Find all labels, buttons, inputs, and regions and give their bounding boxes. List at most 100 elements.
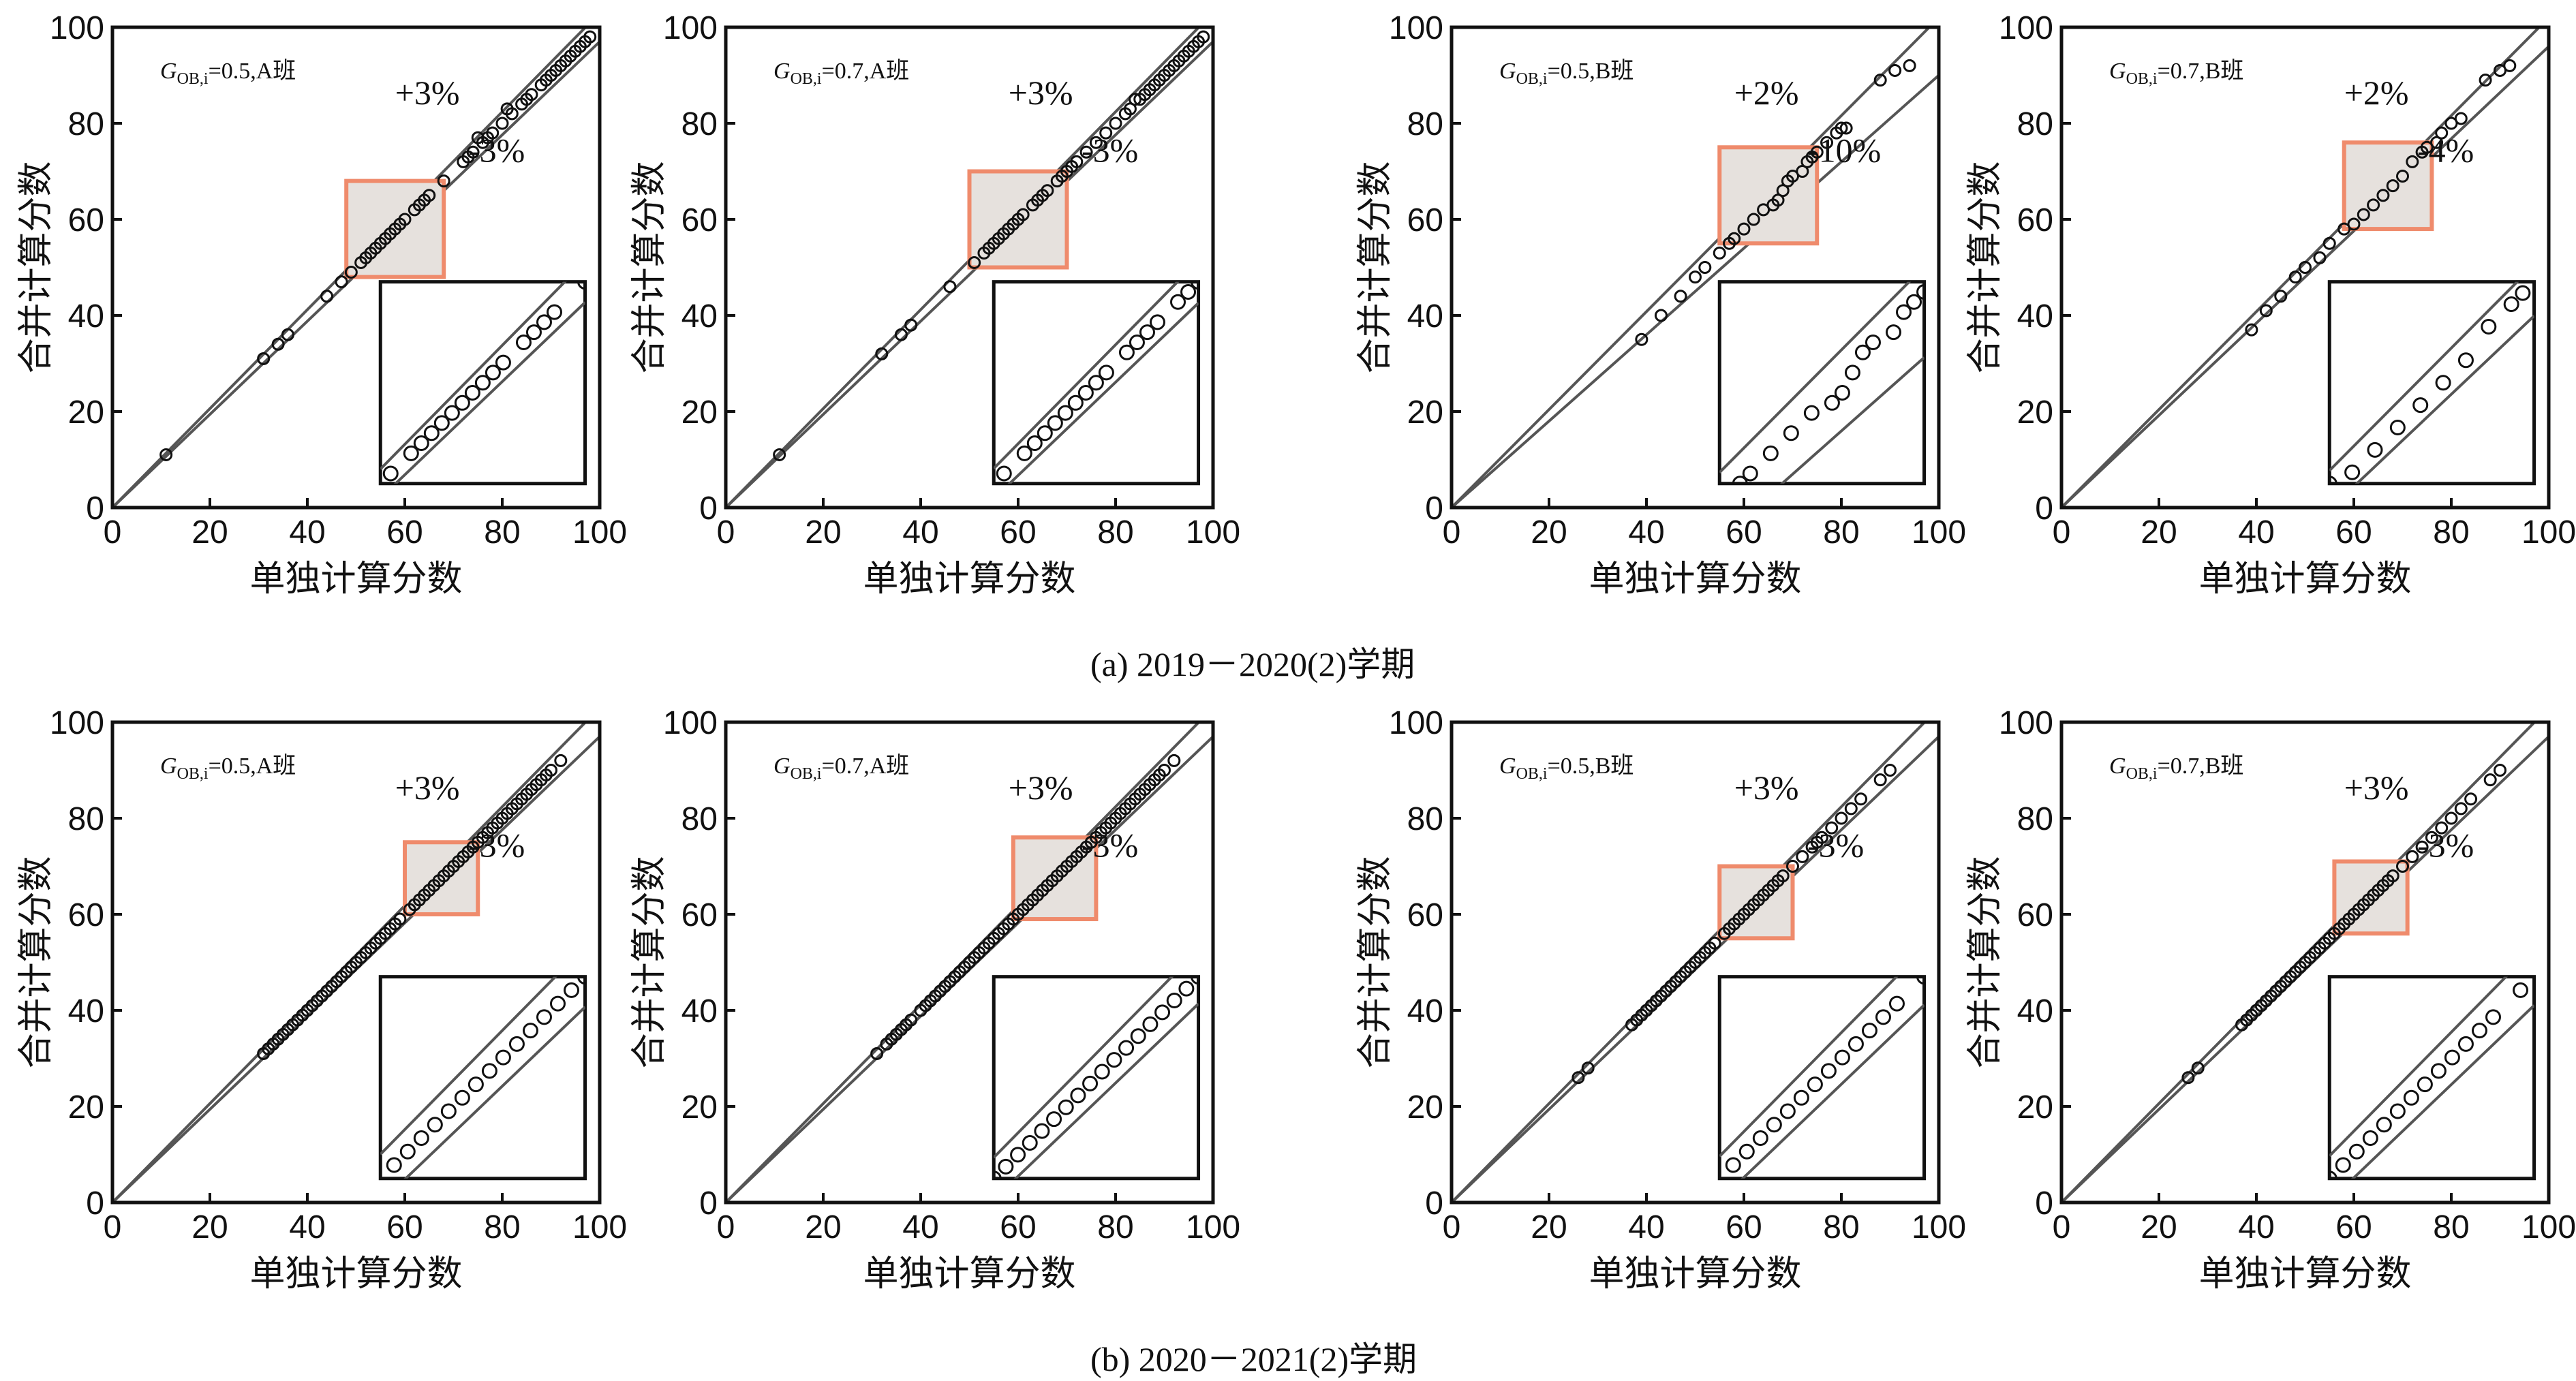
inset-data-point bbox=[515, 334, 532, 350]
zoom-inset bbox=[992, 975, 1201, 1181]
inset-data-point bbox=[1844, 364, 1860, 381]
y-axis-label: 合并计算分数 bbox=[16, 161, 57, 373]
zoom-inset bbox=[1717, 975, 1927, 1181]
data-point bbox=[1158, 764, 1171, 777]
x-tick-label: 80 bbox=[1097, 514, 1133, 550]
highlight-box bbox=[403, 840, 480, 916]
data-point bbox=[894, 328, 908, 341]
data-point bbox=[2181, 1071, 2195, 1085]
data-point bbox=[320, 290, 334, 303]
inset-data-point bbox=[1886, 324, 1902, 341]
lower-bound-label: -3% bbox=[468, 826, 525, 864]
inset-data-point bbox=[1034, 1123, 1050, 1139]
inset-upper-line bbox=[380, 281, 567, 470]
x-tick-label: 40 bbox=[2238, 514, 2274, 550]
data-point bbox=[2396, 170, 2409, 183]
y-tick-label: 40 bbox=[1407, 298, 1443, 335]
data-point bbox=[2406, 155, 2419, 168]
data-point bbox=[1167, 754, 1181, 767]
lower-bound-line bbox=[1452, 74, 1939, 508]
axes-frame bbox=[110, 25, 602, 510]
inset-upper-line bbox=[380, 976, 557, 1155]
axes-frame bbox=[1450, 720, 1941, 1205]
inset-data-point bbox=[2412, 397, 2429, 414]
x-tick-label: 20 bbox=[805, 1209, 841, 1245]
inset-data-point bbox=[1058, 1099, 1074, 1115]
axes-frame bbox=[724, 25, 1215, 510]
y-tick-label: 80 bbox=[681, 106, 718, 142]
data-point bbox=[437, 174, 450, 188]
parameter-annotation: GOB,i=0.7,A班 bbox=[773, 59, 909, 88]
data-point bbox=[393, 912, 407, 926]
inset-data-point bbox=[1130, 1028, 1146, 1044]
upper-bound-line bbox=[1452, 27, 1931, 508]
data-point bbox=[1776, 869, 1790, 883]
data-point bbox=[943, 280, 957, 294]
plot-area bbox=[726, 722, 1213, 1202]
zoom-inset bbox=[2327, 280, 2536, 486]
plot-area bbox=[112, 27, 600, 508]
zoom-inset bbox=[992, 280, 1201, 486]
inset-data-point bbox=[454, 1089, 470, 1106]
inset-data-point bbox=[1180, 283, 1197, 300]
inset-data-point bbox=[2389, 420, 2406, 435]
x-tick-label: 40 bbox=[289, 514, 325, 550]
y-tick-label: 100 bbox=[50, 10, 104, 46]
lower-bound-label: -4% bbox=[2417, 131, 2474, 169]
y-tick-label: 0 bbox=[1425, 1185, 1443, 1222]
plot-area bbox=[1452, 722, 1939, 1202]
axes-frame bbox=[1450, 25, 1941, 510]
data-point bbox=[1109, 117, 1122, 130]
y-tick-label: 0 bbox=[86, 1185, 104, 1222]
inset-data-point bbox=[536, 314, 552, 330]
x-tick-label: 100 bbox=[572, 1209, 627, 1245]
highlight-box bbox=[967, 169, 1069, 270]
data-point bbox=[2299, 261, 2312, 274]
data-point bbox=[1089, 136, 1103, 149]
chart-panel-1: 0 20 40 60 80 100 0 20 40 60 80 100 单独计算分数 合并计算分数 GOB,… bbox=[16, 10, 627, 600]
inset-lower-line bbox=[1779, 356, 1925, 484]
y-tick-label: 100 bbox=[1389, 10, 1443, 46]
x-tick-label: 20 bbox=[191, 514, 228, 550]
data-point bbox=[968, 255, 981, 269]
inset-data-point bbox=[2503, 296, 2519, 313]
chart-panel-4: 0 20 40 60 80 100 0 20 40 60 80 100 单独计算分数 合并计算分数 GOB,… bbox=[1965, 10, 2576, 600]
inset-data-point bbox=[1026, 435, 1043, 452]
data-point bbox=[583, 30, 597, 44]
data-point bbox=[904, 1013, 918, 1027]
lower-bound-label: -10% bbox=[1807, 131, 1881, 169]
y-tick-label: 0 bbox=[1425, 491, 1443, 527]
inset-lower-line bbox=[1013, 1002, 1199, 1179]
data-point bbox=[1728, 232, 1741, 245]
data-point bbox=[2435, 821, 2449, 835]
y-tick-label: 60 bbox=[68, 897, 104, 933]
y-tick-label: 100 bbox=[1389, 705, 1443, 741]
inset-data-point bbox=[1098, 364, 1114, 381]
x-tick-label: 20 bbox=[191, 1209, 228, 1245]
inset-data-point bbox=[1082, 1075, 1099, 1091]
data-point bbox=[554, 754, 568, 767]
inset-upper-line bbox=[2329, 976, 2508, 1157]
y-tick-label: 20 bbox=[681, 1089, 718, 1126]
y-tick-label: 100 bbox=[50, 705, 104, 741]
inset-upper-line bbox=[2329, 281, 2519, 472]
data-point bbox=[2288, 270, 2302, 284]
inset-data-point bbox=[1088, 375, 1104, 391]
data-point bbox=[2347, 217, 2361, 231]
data-point bbox=[1571, 1071, 1585, 1085]
inset-data-point bbox=[1834, 385, 1850, 401]
inset-data-point bbox=[1010, 1147, 1026, 1163]
inset-data-point bbox=[1824, 394, 1840, 411]
inset-data-point bbox=[2335, 1157, 2351, 1173]
data-point bbox=[904, 318, 918, 332]
data-point bbox=[2259, 304, 2273, 317]
inset-data-point bbox=[386, 1157, 402, 1173]
y-tick-label: 80 bbox=[2017, 801, 2053, 837]
inset-data-point bbox=[1738, 1143, 1755, 1160]
data-point bbox=[1016, 208, 1030, 221]
x-tick-label: 80 bbox=[2433, 1209, 2469, 1245]
y-tick-label: 20 bbox=[68, 394, 104, 431]
inset-data-point bbox=[464, 385, 480, 401]
inset-data-point bbox=[1766, 1117, 1782, 1133]
inset-data-point bbox=[1889, 995, 1905, 1012]
